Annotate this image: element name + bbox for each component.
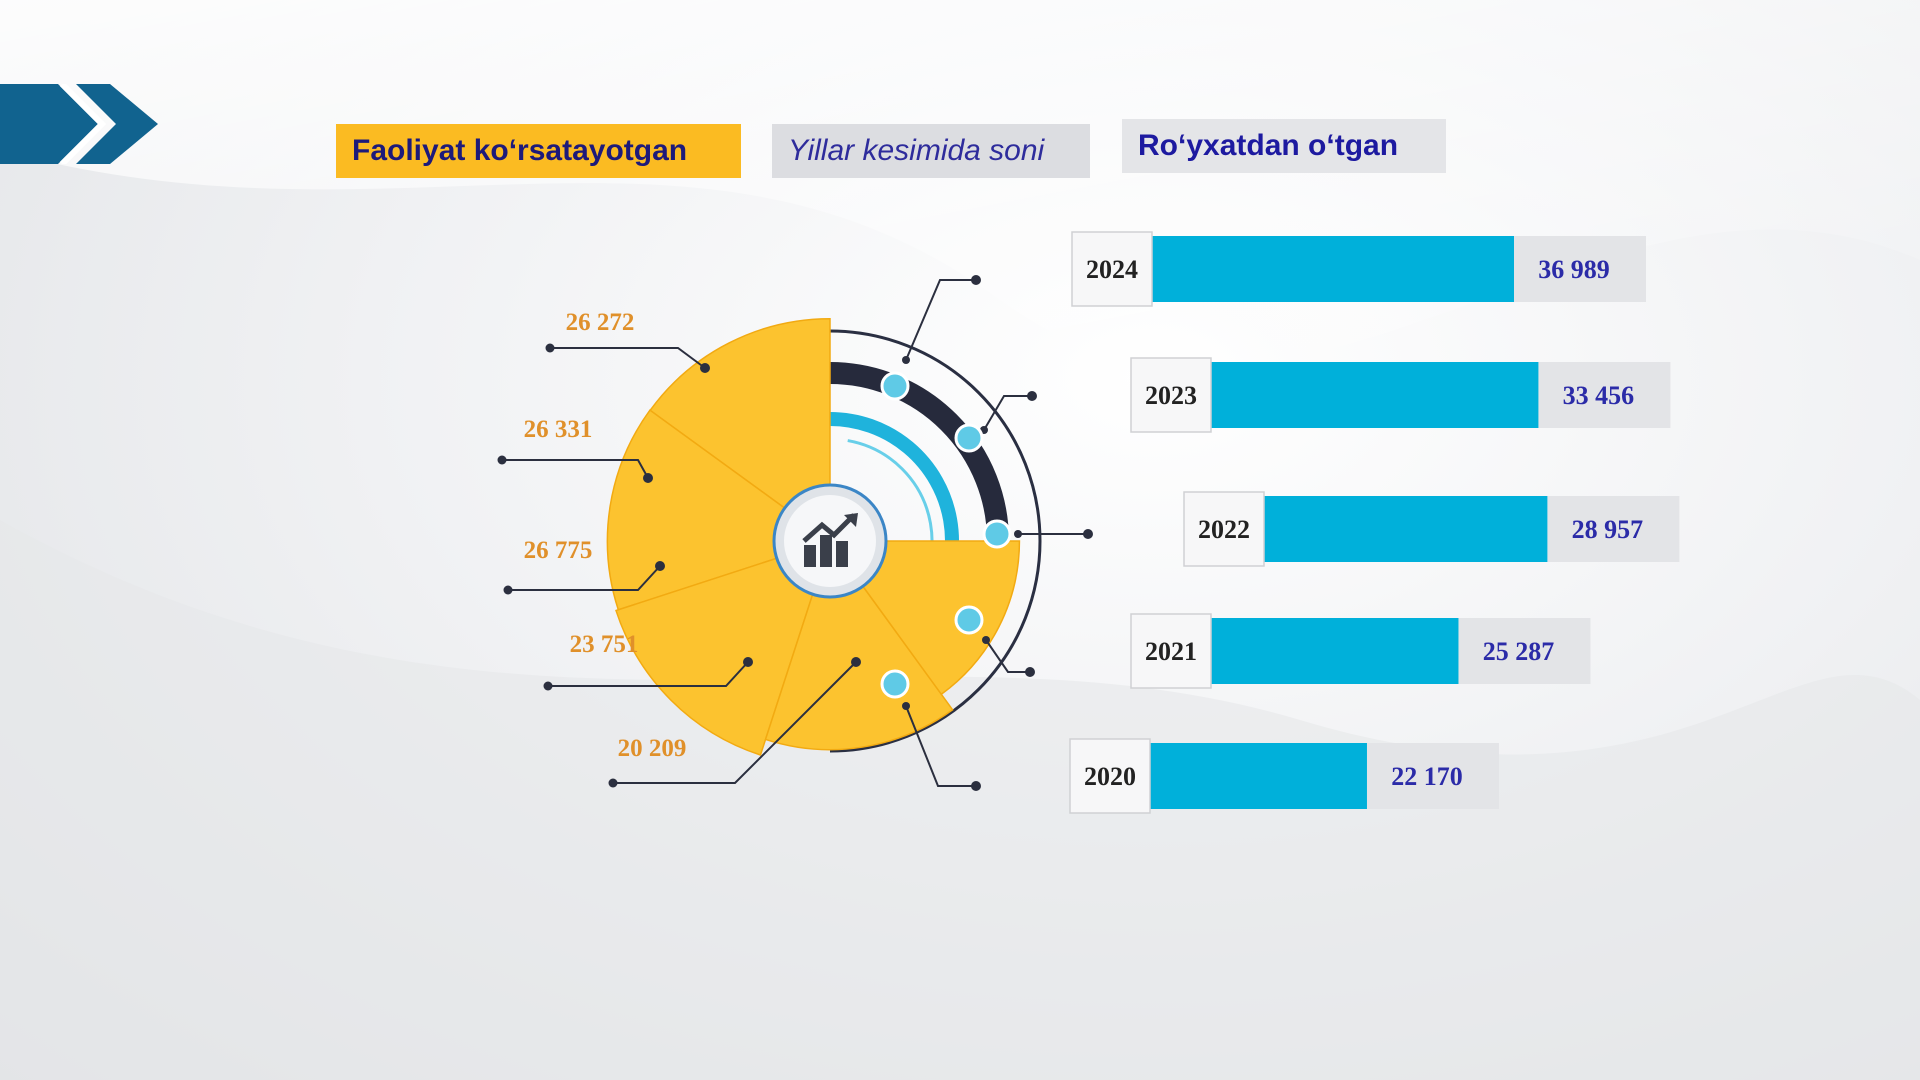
active-sector-2023 (606, 409, 832, 611)
active-leader-dot (497, 455, 507, 465)
ring-node-2020 (880, 669, 910, 699)
ring-node-2021 (954, 605, 984, 635)
registered-label-panel (1366, 743, 1499, 809)
active-leader-line (508, 565, 661, 591)
active-leader-dot (851, 657, 861, 667)
active-sector-2021 (764, 539, 954, 751)
registered-label-panel (1547, 496, 1680, 562)
registered-leader-dot (982, 636, 990, 644)
registered-label-panel (1538, 362, 1671, 428)
registered-bar-2020 (1150, 743, 1367, 809)
growth-icon-bar (820, 535, 832, 567)
active-leader-dot (545, 343, 555, 353)
active-sector-2022 (615, 539, 832, 756)
registered-leader-dot (1083, 529, 1093, 539)
year-box (1183, 491, 1265, 567)
active-leader-dot (643, 473, 653, 483)
registered-leader-dot (971, 275, 981, 285)
registered-value-label: 22 170 (1391, 762, 1463, 791)
registered-value-label: 36 989 (1538, 255, 1610, 284)
registered-value-label: 28 957 (1572, 515, 1644, 544)
registered-label-panel (1514, 236, 1646, 302)
active-leader-dot (608, 778, 618, 788)
active-value-label: 26 775 (524, 537, 593, 564)
active-sector-2020 (828, 540, 1021, 696)
active-value-label: 26 331 (524, 416, 593, 443)
registered-leader-dot (902, 356, 910, 364)
ring-node-2023 (954, 423, 984, 453)
active-leader-line (548, 661, 749, 687)
registered-leader-dot (902, 702, 910, 710)
legend-by-years: Yillar kesimida soni (772, 124, 1090, 178)
registered-value-label: 25 287 (1483, 637, 1555, 666)
outer-ring (829, 329, 1042, 753)
ring-node-2024 (880, 371, 910, 401)
registered-label-panel (1458, 618, 1591, 684)
registered-value-label: 33 456 (1563, 381, 1635, 410)
growth-icon-arrow (844, 513, 858, 527)
growth-icon-bar (804, 545, 816, 567)
year-label-2020: 2020 (1084, 762, 1136, 791)
double-chevron-icon (0, 84, 158, 164)
registered-leader-dot (1025, 667, 1035, 677)
registered-leader-dot (971, 781, 981, 791)
registered-leader-line (905, 279, 976, 361)
registered-bar-2023 (1211, 362, 1539, 428)
registered-leader-dot (1027, 391, 1037, 401)
ring-node-2022 (982, 519, 1012, 549)
registered-leader-dot (1014, 530, 1022, 538)
registered-leader-line (905, 705, 976, 787)
growth-icon-line (802, 513, 856, 543)
active-value-label: 23 751 (570, 631, 639, 658)
legend-registered: Ro‘yxatdan o‘tgan (1122, 119, 1446, 173)
active-leader-line (502, 459, 649, 479)
growth-chart-icon (802, 513, 858, 567)
year-label-2021: 2021 (1145, 637, 1197, 666)
year-label-2023: 2023 (1145, 381, 1197, 410)
registered-bar-2021 (1211, 618, 1459, 684)
active-value-label: 26 272 (566, 309, 635, 336)
active-leader-line (613, 661, 857, 784)
growth-icon-bar (836, 541, 848, 567)
active-leader-dot (655, 561, 665, 571)
active-leader-dot (700, 363, 710, 373)
active-leader-dot (543, 681, 553, 691)
year-box (1069, 738, 1151, 814)
registered-leader-line (983, 395, 1032, 431)
active-leader-line (550, 347, 706, 369)
active-value-label: 20 209 (618, 735, 687, 762)
year-box (1071, 231, 1153, 307)
active-sector-2024 (649, 317, 831, 543)
year-box (1130, 613, 1212, 689)
year-label-2024: 2024 (1086, 255, 1138, 284)
active-leader-dot (503, 585, 513, 595)
registered-bar-2022 (1264, 496, 1548, 562)
year-box (1130, 357, 1212, 433)
active-leader-dot (743, 657, 753, 667)
registered-leader-line (985, 639, 1030, 673)
legend-active: Faoliyat ko‘rsatayotgan (336, 124, 741, 178)
registered-bar-2024 (1152, 236, 1514, 302)
year-label-2022: 2022 (1198, 515, 1250, 544)
